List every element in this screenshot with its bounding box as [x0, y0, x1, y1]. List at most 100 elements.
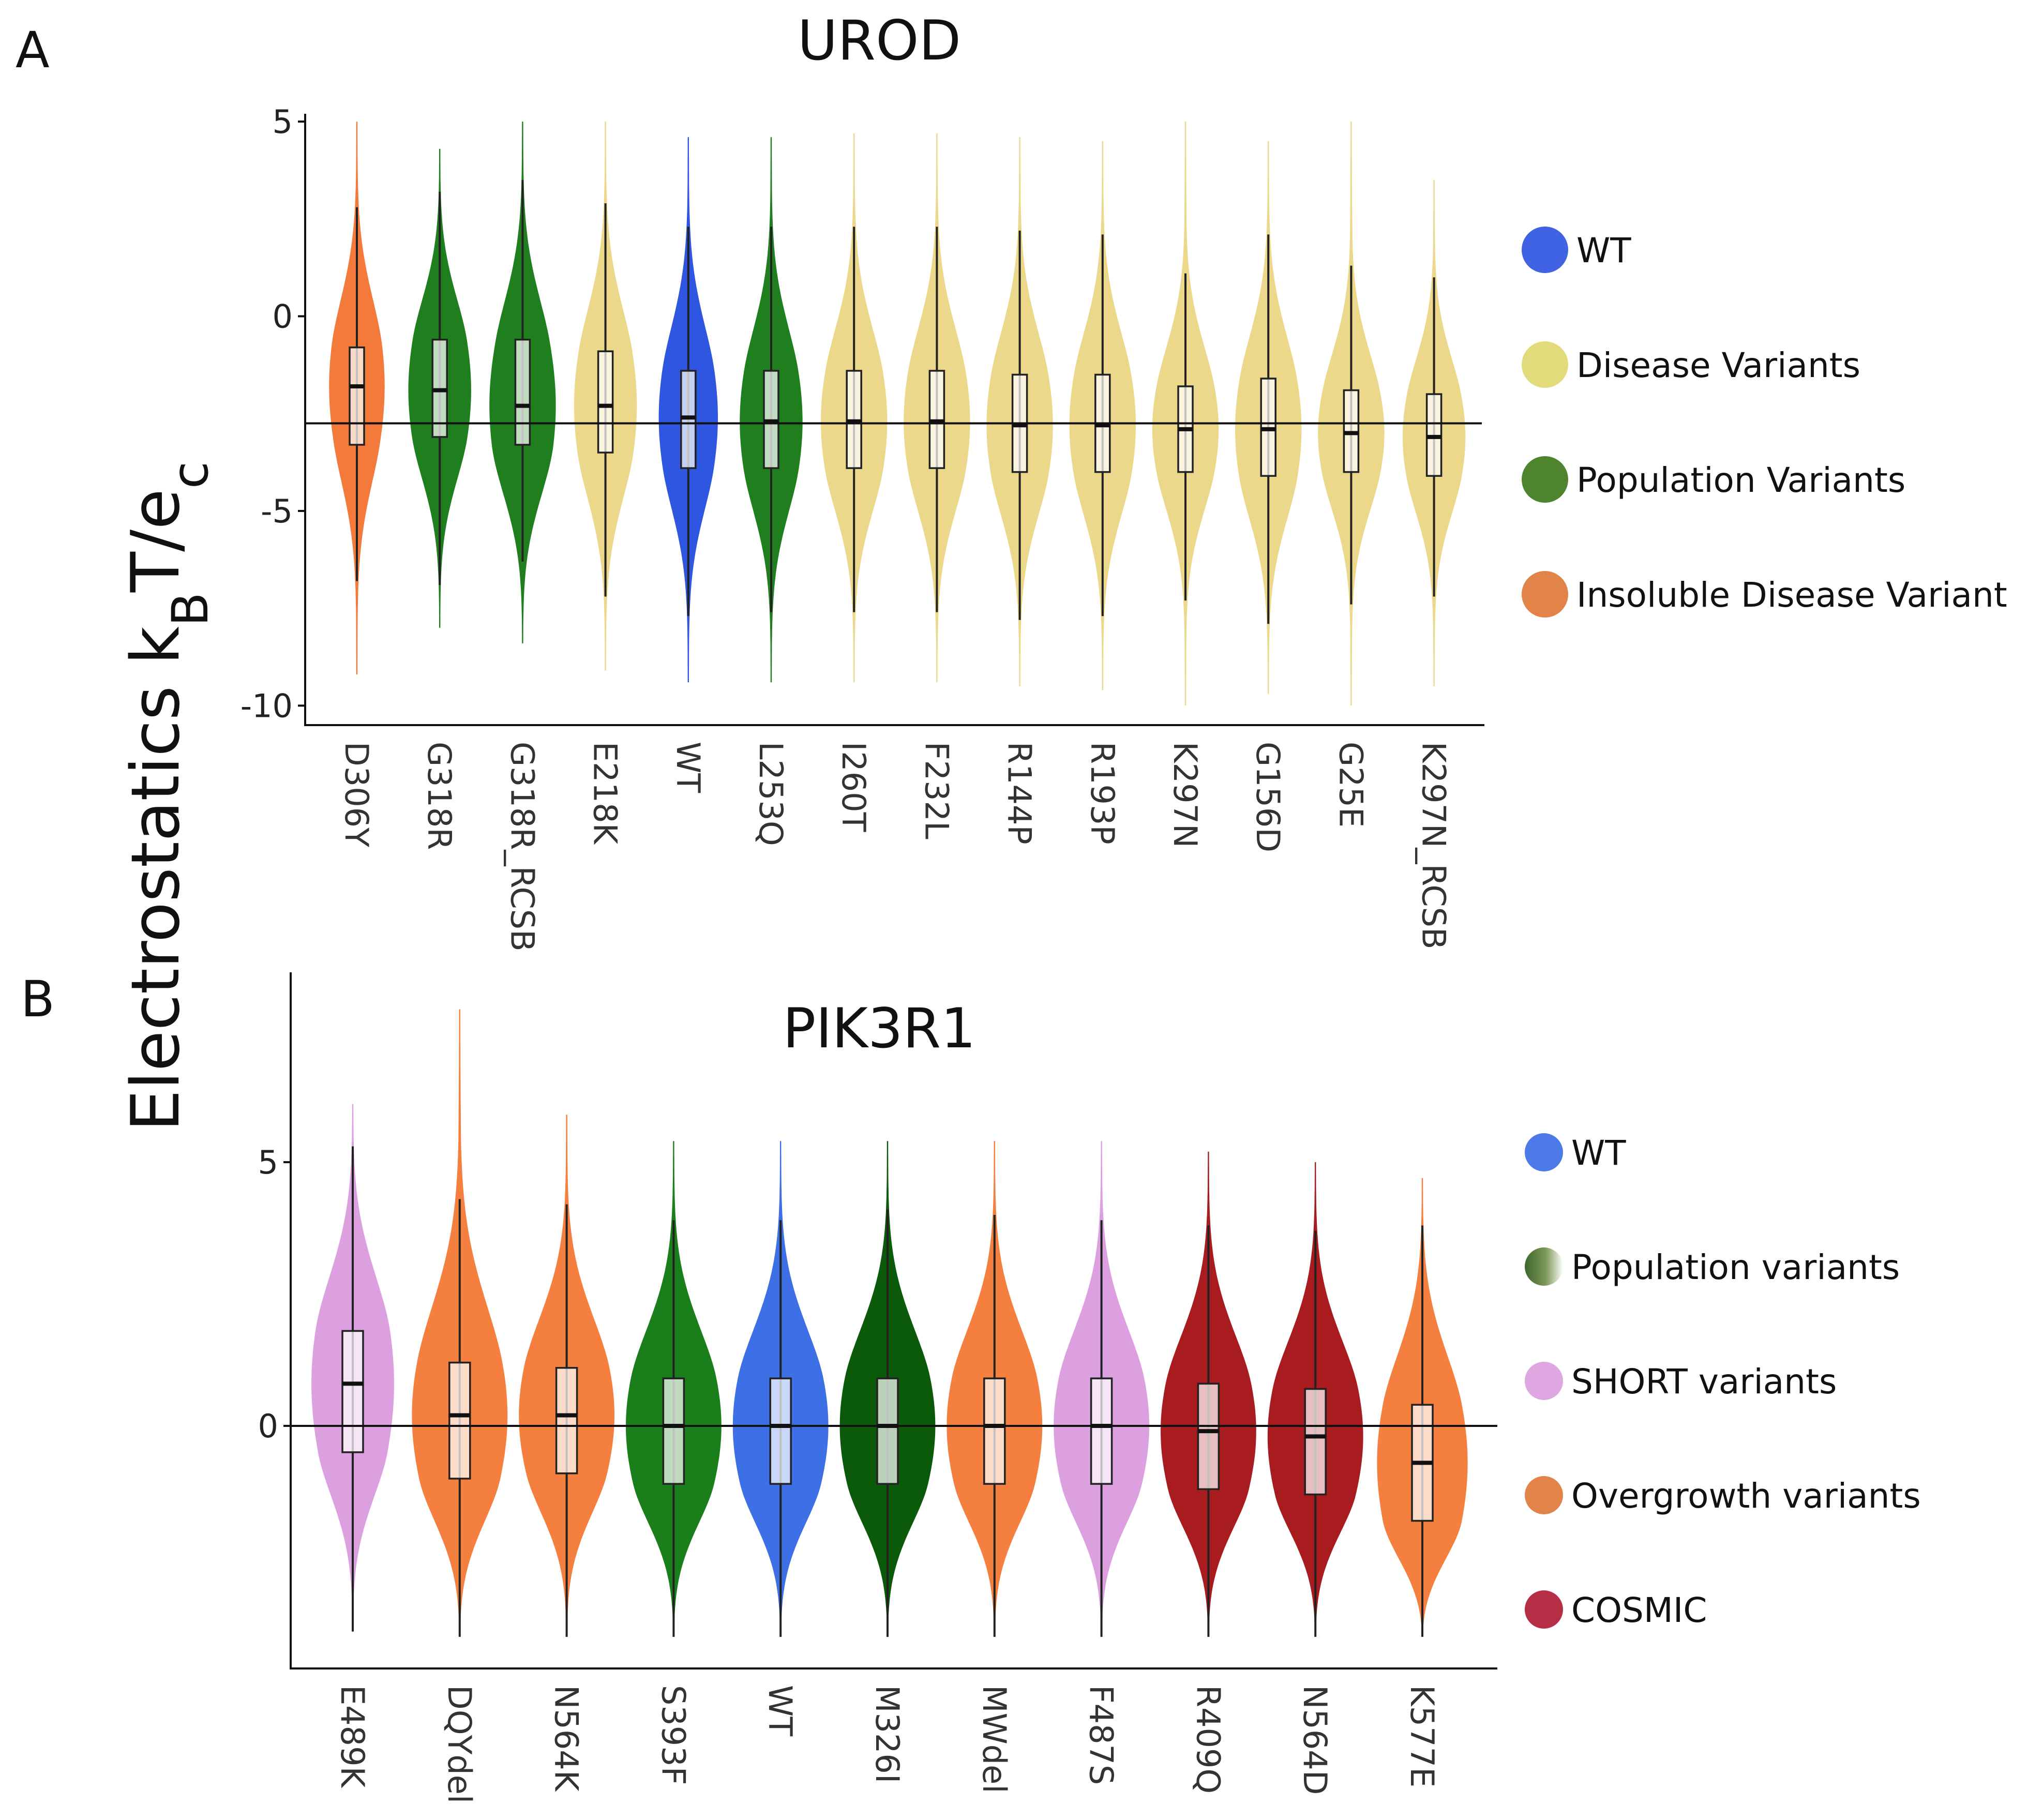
legend-item-wt: WT — [1525, 1133, 1626, 1173]
x-tick-label-n564k: N564K — [548, 1685, 585, 1792]
legend-item-wt: WT — [1522, 227, 1631, 273]
legend-label: Population variants — [1571, 1247, 1900, 1287]
x-tick-label-e489k: E489K — [334, 1685, 371, 1788]
legend-item-population-variants: Population variants — [1525, 1247, 1900, 1287]
x-tick-label-f487s: F487S — [1083, 1685, 1120, 1785]
panel-a-legend: WT Disease Variants Population Variants Ins… — [1522, 227, 2007, 618]
violin-n564k — [519, 1115, 614, 1637]
violin-r193p — [1069, 141, 1136, 690]
panel-a: A UROD 5 0 -5 -10 D306Y G318R G318R_RCSB E218K… — [16, 9, 2007, 952]
y-tick-label: 5 — [273, 103, 293, 141]
panel-a-violins — [329, 122, 1466, 706]
box-r409q — [1197, 1382, 1220, 1491]
box-wt — [769, 1377, 792, 1485]
y-axis-label-sub-c: c — [161, 461, 219, 489]
legend-swatch — [1525, 1476, 1563, 1514]
x-tick-label-k297n: K297N — [1166, 742, 1204, 848]
legend-item-insoluble-disease-variant: Insoluble Disease Variant — [1522, 571, 2007, 618]
x-tick-label-k577e: K577E — [1403, 1685, 1441, 1787]
violin-e489k — [311, 1104, 394, 1632]
x-tick-label-r409q: R409Q — [1189, 1685, 1227, 1794]
violin-dqydel — [412, 1009, 508, 1637]
x-tick-label-dqydel: DQYdel — [441, 1685, 478, 1803]
violin-d306y — [329, 122, 385, 675]
legend-label: SHORT variants — [1571, 1362, 1837, 1402]
violin-s393f — [626, 1141, 722, 1637]
y-tick-label: -5 — [261, 492, 293, 530]
x-tick-label-g156d: G156D — [1249, 742, 1287, 852]
legend-label: WT — [1571, 1133, 1626, 1173]
box-f487s — [1090, 1377, 1113, 1485]
box-e489k — [341, 1330, 364, 1453]
panel-b-violins — [311, 1009, 1468, 1637]
x-tick-label-f232l: F232L — [918, 742, 955, 839]
box-d306y — [349, 346, 365, 446]
violin-g156d — [1235, 141, 1302, 694]
violin-wt — [732, 1141, 829, 1637]
panel-b-x-labels: E489K DQYdel N564K S393F WT M326I MWdel F487S R4… — [334, 1685, 1441, 1803]
violin-e218k — [574, 122, 637, 671]
violin-m326i — [839, 1141, 936, 1637]
x-tick-label-mwdel: MWdel — [975, 1685, 1013, 1794]
box-n564k — [555, 1367, 578, 1475]
violin-f232l — [904, 133, 970, 683]
legend-label: Disease Variants — [1576, 345, 1860, 385]
panel-b: B PIK3R1 50 E489K DQYdel N564K S393F WT M326I… — [21, 970, 1921, 1803]
y-axis-label-mid: T/e — [117, 489, 194, 593]
legend-label: WT — [1576, 231, 1631, 270]
x-tick-label-k297n-rcsb: K297N_RCSB — [1415, 742, 1453, 950]
y-tick-label: 0 — [258, 1407, 278, 1445]
x-tick-label-i260t: I260T — [835, 742, 873, 833]
box-dqydel — [448, 1361, 471, 1480]
legend-swatch — [1522, 227, 1568, 273]
violin-k297n-rcsb — [1402, 180, 1466, 686]
violin-r409q — [1161, 1151, 1256, 1637]
panel-b-legend: WT Population variants SHORT variants Overg… — [1525, 1133, 1921, 1630]
legend-swatch — [1522, 571, 1568, 618]
panel-a-y-ticks: 5 0 -5 -10 — [241, 103, 305, 725]
panel-a-letter: A — [16, 21, 50, 79]
legend-label: Insoluble Disease Variant — [1576, 575, 2007, 615]
violin-g25e — [1318, 122, 1385, 706]
y-axis-label-sub-b: B — [161, 592, 219, 626]
panel-a-x-labels: D306Y G318R G318R_RCSB E218K WT L253Q I260T F23… — [338, 742, 1453, 952]
violin-f487s — [1054, 1141, 1149, 1637]
x-tick-label-g318r: G318R — [420, 742, 458, 850]
x-tick-label-wt: WT — [669, 742, 707, 793]
legend-swatch — [1522, 341, 1568, 388]
x-tick-label-m326i: M326I — [868, 1685, 906, 1783]
x-tick-label-g318r-rcsb: G318R_RCSB — [503, 742, 541, 952]
violin-k297n — [1152, 122, 1219, 706]
x-tick-label-n564d: N564D — [1296, 1685, 1334, 1795]
violin-l253q — [740, 137, 803, 683]
box-m326i — [876, 1377, 899, 1485]
x-tick-label-r144p: R144P — [1001, 742, 1039, 845]
y-tick-label: -10 — [241, 687, 293, 725]
legend-label: Overgrowth variants — [1571, 1476, 1921, 1516]
violin-wt — [658, 137, 718, 683]
legend-swatch — [1522, 456, 1568, 503]
y-axis-label-main: Electrostatics k — [117, 626, 194, 1132]
box-n564d — [1304, 1388, 1327, 1496]
x-tick-label-d306y: D306Y — [338, 742, 375, 847]
legend-swatch — [1525, 1247, 1563, 1286]
legend-item-disease-variants: Disease Variants — [1522, 341, 1860, 388]
panel-b-title: PIK3R1 — [783, 997, 975, 1060]
x-tick-label-wt: WT — [761, 1685, 799, 1737]
panel-a-title: UROD — [798, 9, 961, 72]
box-g318r-rcsb — [514, 338, 531, 446]
violin-i260t — [821, 133, 888, 683]
legend-item-cosmic: COSMIC — [1525, 1590, 1707, 1630]
legend-swatch — [1525, 1133, 1563, 1171]
x-tick-label-l253q: L253Q — [752, 742, 790, 846]
legend-swatch — [1525, 1362, 1563, 1400]
legend-item-population-variants: Population Variants — [1522, 456, 1905, 503]
box-s393f — [662, 1377, 685, 1485]
x-tick-label-e218k: E218K — [587, 742, 624, 845]
violin-n564d — [1267, 1162, 1363, 1637]
x-tick-label-r193p: R193P — [1084, 742, 1121, 845]
violin-k577e — [1377, 1178, 1468, 1637]
legend-item-short-variants: SHORT variants — [1525, 1362, 1837, 1402]
box-mwdel — [983, 1377, 1006, 1485]
